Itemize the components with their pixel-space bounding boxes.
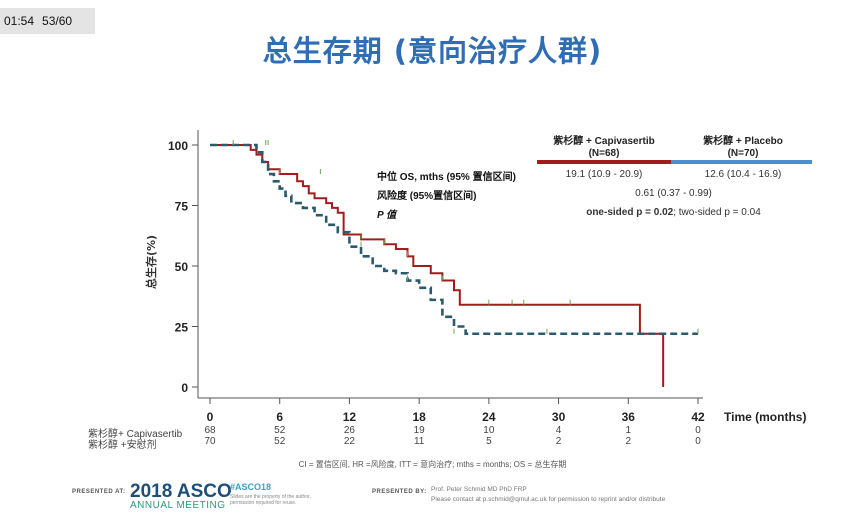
hashtag-note-2: permission required for reuse. (230, 500, 297, 506)
risk-count: 5 (486, 436, 492, 447)
risk-count: 0 (695, 425, 701, 436)
risk-count: 10 (483, 425, 495, 436)
p-value: one-sided p = 0.02; two-sided p = 0.04 (537, 207, 810, 218)
one-sided-p: one-sided p = 0.02 (586, 207, 674, 218)
axis-ticks: 0 25 50 75 100 0 6 12 18 24 30 36 42 (168, 139, 705, 424)
presenter-name: Prof. Peter Schmid MD PhD FRP (431, 486, 527, 493)
arm2-header: 紫杉醇 + Placebo (N=70) (676, 136, 810, 160)
hazard-ratio-label: 风险度 (95%置信区间) (377, 191, 477, 202)
footnote: CI = 置信区间, HR =风险度, ITT = 意向治疗; mths = m… (298, 460, 567, 469)
risk-count: 26 (343, 425, 355, 436)
asco-logo: 2018 ASCO (130, 481, 232, 502)
x-tick-label: 42 (691, 410, 705, 424)
contact-note: Please contact at p.schmid@qmul.ac.uk fo… (431, 496, 666, 503)
slide-title: 总生存期 (意向治疗人群) (262, 34, 603, 68)
y-tick-label: 100 (168, 139, 188, 153)
risk-count: 0 (695, 436, 701, 447)
arm2-median-os: 12.6 (10.4 - 16.9) (704, 169, 782, 180)
risk-count: 52 (274, 425, 286, 436)
arm1-n: (N=68) (588, 148, 620, 159)
risk-count: 1 (625, 425, 632, 436)
x-tick-label: 36 (622, 410, 636, 424)
risk-count: 22 (343, 436, 355, 447)
x-tick-label: 24 (482, 410, 496, 424)
y-tick-label: 0 (181, 381, 188, 395)
risk-count: 2 (555, 436, 562, 447)
y-axis-label: 总生存(%) (144, 235, 158, 289)
risk-count: 2 (625, 436, 632, 447)
two-sided-p: ; two-sided p = 0.04 (673, 207, 761, 218)
x-tick-label: 0 (207, 410, 214, 424)
survival-curves (210, 140, 699, 387)
placebo-curve (210, 143, 698, 336)
asco-meeting-label: ANNUAL MEETING (130, 500, 226, 511)
arm1-name: 紫杉醇 + Capivasertib (553, 136, 655, 147)
risk-count: 19 (413, 425, 425, 436)
x-tick-label: 6 (276, 410, 283, 424)
x-tick-label: 12 (343, 410, 357, 424)
risk-count: 52 (274, 436, 286, 447)
arm2-name: 紫杉醇 + Placebo (703, 136, 783, 147)
risk-count: 11 (413, 436, 425, 447)
risk-count: 4 (555, 425, 562, 436)
hashtag: #ASCO18 (230, 482, 272, 492)
arm1-median-os: 19.1 (10.9 - 20.9) (565, 169, 643, 180)
elapsed-time: 01:54 (4, 14, 35, 28)
risk-count: 70 (204, 436, 216, 447)
x-tick-label: 18 (412, 410, 426, 424)
arm2-n: (N=70) (727, 148, 759, 159)
chart-axes (197, 130, 703, 399)
median-os-label: 中位 OS, mths (95% 置信区间) (377, 172, 516, 183)
risk-row-label-arm1: 紫杉醇+ Capivasertib (88, 429, 183, 440)
video-timer: 01:54 53/60 (0, 8, 95, 34)
arm1-header: 紫杉醇 + Capivasertib (N=68) (537, 136, 671, 160)
slide-counter: 53/60 (42, 14, 73, 28)
hazard-ratio-value: 0.61 (0.37 - 0.99) (635, 188, 712, 199)
presented-by-label: PRESENTED BY: (372, 489, 427, 495)
hashtag-note-1: Slides are the property of the author, (230, 494, 311, 500)
presented-at-label: PRESENTED AT: (72, 489, 126, 495)
p-value-label: P 值 (377, 210, 397, 221)
y-tick-label: 75 (175, 200, 189, 214)
y-tick-label: 50 (175, 260, 189, 274)
risk-row-label-arm2: 紫杉醇 +安慰剂 (88, 440, 157, 451)
y-tick-label: 25 (175, 321, 189, 335)
x-tick-label: 30 (552, 410, 566, 424)
risk-count: 68 (204, 425, 216, 436)
x-axis-label: Time (months) (724, 410, 806, 424)
